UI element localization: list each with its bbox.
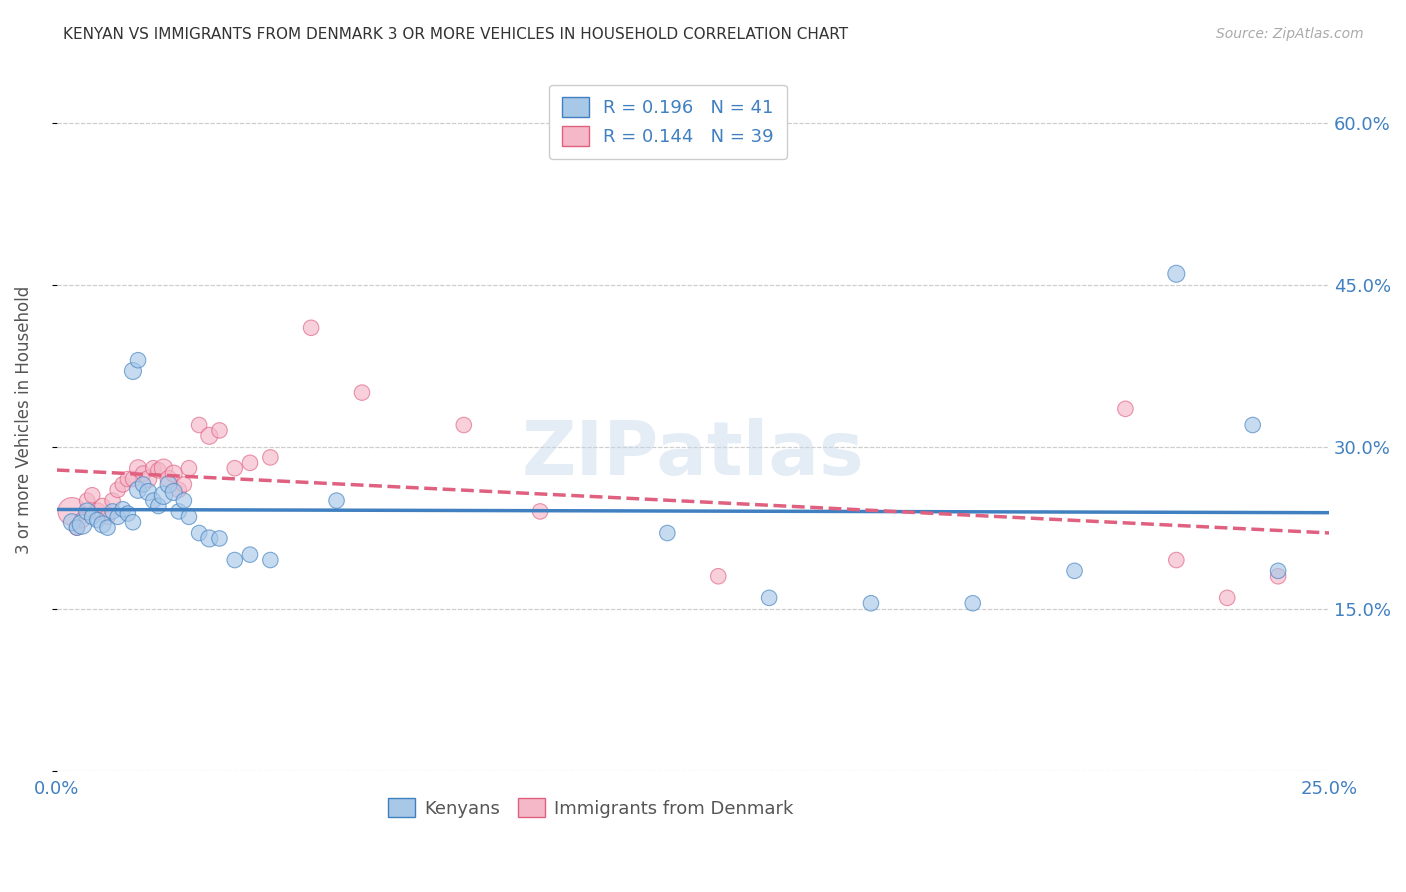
Point	[107, 509, 129, 524]
Point	[259, 553, 281, 567]
Text: Source: ZipAtlas.com: Source: ZipAtlas.com	[1216, 27, 1364, 41]
Point	[1267, 564, 1289, 578]
Point	[142, 461, 165, 475]
Point	[325, 493, 347, 508]
Point	[152, 488, 174, 502]
Point	[758, 591, 780, 605]
Point	[1166, 553, 1188, 567]
Point	[198, 429, 221, 443]
Point	[152, 461, 174, 475]
Point	[117, 472, 139, 486]
Point	[198, 532, 221, 546]
Point	[859, 596, 882, 610]
Point	[259, 450, 281, 465]
Point	[167, 483, 190, 497]
Point	[82, 488, 104, 502]
Y-axis label: 3 or more Vehicles in Household: 3 or more Vehicles in Household	[15, 285, 32, 554]
Point	[1166, 267, 1188, 281]
Point	[127, 483, 149, 497]
Point	[173, 493, 195, 508]
Point	[148, 499, 170, 513]
Point	[177, 461, 200, 475]
Point	[163, 485, 186, 500]
Point	[70, 513, 93, 527]
Point	[91, 517, 114, 532]
Point	[76, 504, 98, 518]
Point	[224, 461, 246, 475]
Point	[122, 472, 145, 486]
Point	[173, 477, 195, 491]
Point	[239, 548, 262, 562]
Point	[117, 507, 139, 521]
Point	[224, 553, 246, 567]
Point	[1114, 401, 1136, 416]
Point	[148, 463, 170, 477]
Point	[91, 499, 114, 513]
Point	[707, 569, 730, 583]
Point	[453, 417, 475, 432]
Point	[208, 424, 231, 438]
Point	[101, 493, 124, 508]
Legend: Kenyans, Immigrants from Denmark: Kenyans, Immigrants from Denmark	[381, 790, 801, 825]
Point	[157, 477, 180, 491]
Point	[122, 515, 145, 529]
Point	[657, 526, 679, 541]
Point	[86, 504, 108, 518]
Point	[962, 596, 984, 610]
Point	[96, 509, 118, 524]
Point	[111, 502, 134, 516]
Point	[208, 532, 231, 546]
Point	[163, 467, 186, 481]
Point	[136, 485, 159, 500]
Point	[70, 517, 93, 532]
Point	[350, 385, 373, 400]
Point	[136, 472, 159, 486]
Point	[66, 521, 89, 535]
Point	[177, 509, 200, 524]
Point	[60, 515, 83, 529]
Point	[107, 483, 129, 497]
Point	[1267, 569, 1289, 583]
Point	[101, 504, 124, 518]
Point	[1241, 417, 1264, 432]
Point	[82, 509, 104, 524]
Point	[96, 521, 118, 535]
Point	[127, 353, 149, 368]
Point	[188, 526, 211, 541]
Point	[299, 320, 322, 334]
Point	[122, 364, 145, 378]
Point	[111, 477, 134, 491]
Point	[127, 461, 149, 475]
Text: ZIPatlas: ZIPatlas	[522, 418, 865, 491]
Point	[76, 493, 98, 508]
Point	[86, 513, 108, 527]
Point	[132, 467, 155, 481]
Point	[1216, 591, 1239, 605]
Point	[1063, 564, 1085, 578]
Point	[529, 504, 551, 518]
Text: KENYAN VS IMMIGRANTS FROM DENMARK 3 OR MORE VEHICLES IN HOUSEHOLD CORRELATION CH: KENYAN VS IMMIGRANTS FROM DENMARK 3 OR M…	[63, 27, 848, 42]
Point	[132, 477, 155, 491]
Point	[60, 504, 83, 518]
Point	[188, 417, 211, 432]
Point	[239, 456, 262, 470]
Point	[66, 521, 89, 535]
Point	[157, 472, 180, 486]
Point	[142, 493, 165, 508]
Point	[167, 504, 190, 518]
